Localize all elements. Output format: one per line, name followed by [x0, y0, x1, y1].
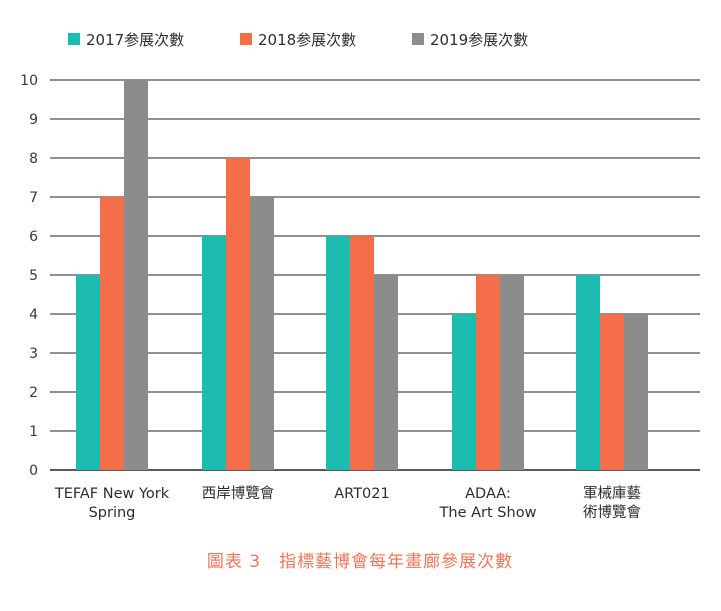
- y-tick-label: 1: [29, 424, 38, 440]
- bar-2018参展次數-0: [100, 197, 124, 470]
- bar-2019参展次數-3: [500, 275, 524, 470]
- bar-2019参展次數-0: [124, 80, 148, 470]
- x-category-label: 軍械庫藝: [583, 485, 641, 502]
- bar-2017参展次數-0: [76, 275, 100, 470]
- y-tick-label: 7: [29, 190, 38, 206]
- x-axis-category-labels: TEFAF New York Spring 西岸博覽會 ART021 ADAA: The …: [54, 485, 642, 521]
- bar-2017参展次數-4: [576, 275, 600, 470]
- bar-2017参展次數-2: [326, 236, 350, 470]
- x-category-label: ART021: [334, 486, 389, 502]
- x-category-label: Spring: [89, 505, 136, 521]
- bar-2018参展次數-1: [226, 158, 250, 470]
- bars: [76, 80, 648, 470]
- y-tick-label: 6: [29, 229, 38, 245]
- y-tick-label: 3: [29, 346, 38, 362]
- figure-caption: 圖表 3 指標藝博會每年畫廊參展次數: [207, 552, 513, 572]
- bar-2017参展次數-1: [202, 236, 226, 470]
- y-tick-label: 8: [29, 151, 38, 167]
- y-tick-label: 10: [20, 73, 38, 89]
- bar-2018参展次數-2: [350, 236, 374, 470]
- legend-label: 2018参展次數: [258, 31, 356, 49]
- bar-2018参展次數-4: [600, 314, 624, 470]
- x-category-label: TEFAF New York: [54, 486, 170, 502]
- y-tick-label: 0: [29, 463, 38, 479]
- legend-label: 2017参展次數: [86, 31, 184, 49]
- legend-swatch-0: [68, 33, 80, 45]
- x-category-label: The Art Show: [439, 505, 537, 521]
- x-category-label: 西岸博覽會: [202, 485, 275, 502]
- bar-2019参展次數-2: [374, 275, 398, 470]
- x-category-label: 術博覽會: [583, 504, 641, 521]
- y-tick-label: 2: [29, 385, 38, 401]
- legend-label: 2019参展次數: [430, 31, 528, 49]
- x-category-label: ADAA:: [465, 486, 511, 502]
- legend-swatch-1: [240, 33, 252, 45]
- bar-2018参展次數-3: [476, 275, 500, 470]
- bar-2019参展次數-4: [624, 314, 648, 470]
- bar-2017参展次數-3: [452, 314, 476, 470]
- y-tick-label: 4: [29, 307, 38, 323]
- legend: 2017参展次數 2018参展次數 2019参展次數: [68, 31, 528, 49]
- bar-2019参展次數-1: [250, 197, 274, 470]
- y-tick-label: 9: [29, 112, 38, 128]
- y-axis-ticks: 0 1 2 3 4 5 6 7 8 9 10: [20, 73, 38, 479]
- y-tick-label: 5: [29, 268, 38, 284]
- legend-swatch-2: [412, 33, 424, 45]
